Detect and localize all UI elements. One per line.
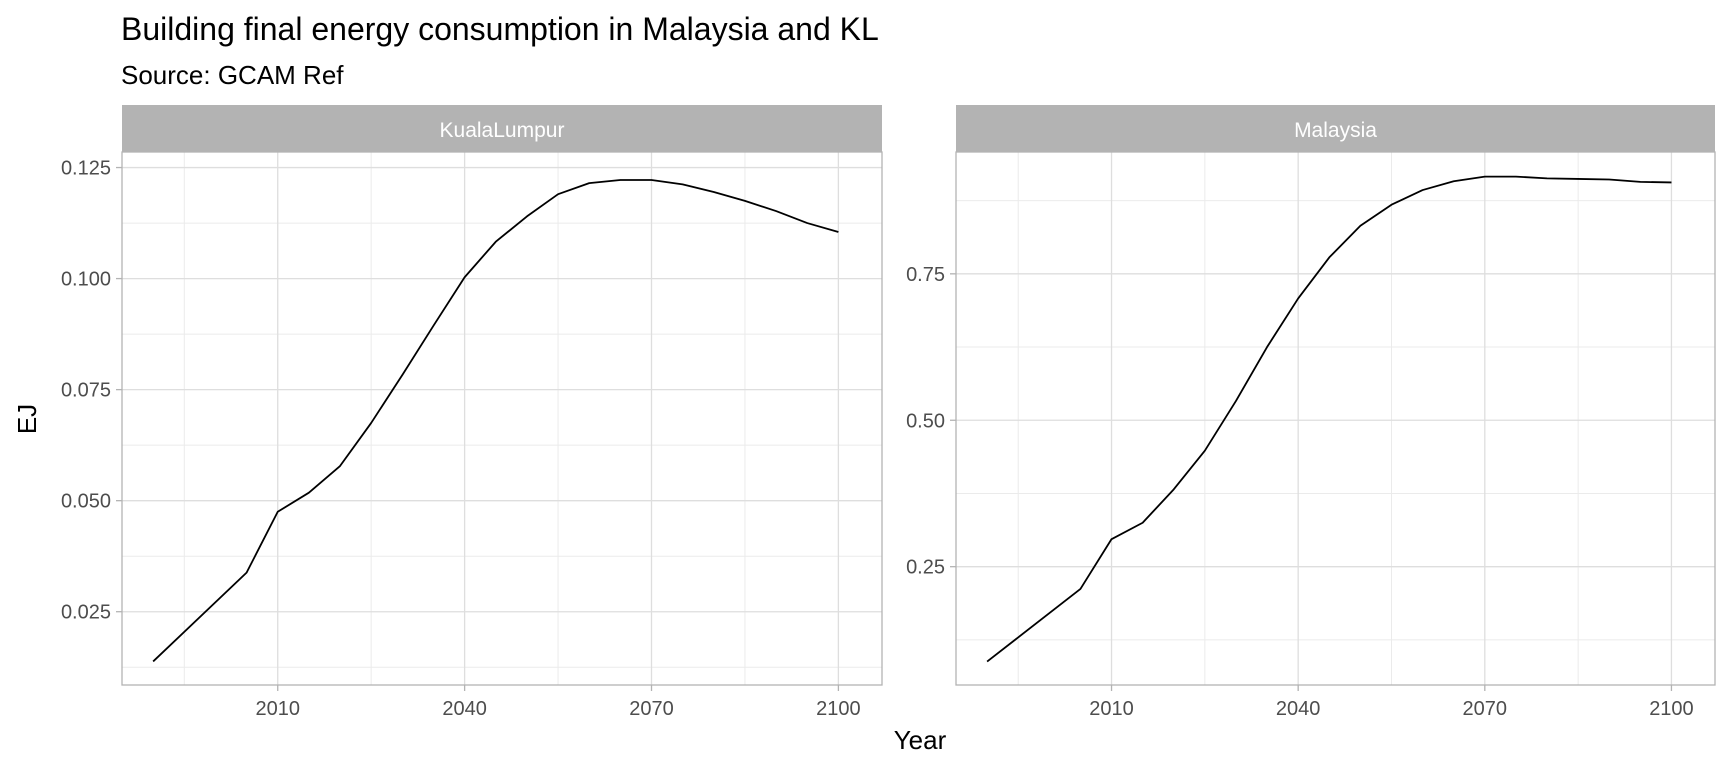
- y-tick-label: 0.25: [906, 557, 945, 579]
- x-tick-label: 2100: [1649, 698, 1694, 720]
- x-tick-label: 2040: [1276, 698, 1321, 720]
- facet-strip-label: KualaLumpur: [440, 119, 565, 142]
- y-tick-label: 0.050: [61, 491, 111, 513]
- panel-kualalumpur: KualaLumpur 2010 2040 2070 2100 0.025 0.050 0.0…: [61, 105, 883, 720]
- x-tick-label: 2040: [442, 698, 487, 720]
- y-tick-label: 0.025: [61, 602, 111, 624]
- facet-strip: [956, 105, 1715, 152]
- x-tick-label: 2010: [1089, 698, 1134, 720]
- panel-border: [121, 151, 883, 686]
- y-tick-label: 0.50: [906, 410, 945, 432]
- x-tick-label: 2010: [255, 698, 300, 720]
- facet-strip-label: Malaysia: [1294, 119, 1377, 142]
- x-tick-label: 2070: [629, 698, 674, 720]
- series-line: [152, 179, 839, 663]
- y-tick-label: 0.100: [61, 269, 111, 291]
- series-line: [986, 175, 1672, 663]
- y-tick-label: 0.075: [61, 380, 111, 402]
- y-tick-label: 0.125: [61, 158, 111, 180]
- y-tick-label: 0.75: [906, 264, 945, 286]
- x-tick-label: 2070: [1463, 698, 1508, 720]
- chart-subtitle: Source: GCAM Ref: [121, 60, 344, 90]
- x-axis-title: Year: [894, 725, 947, 755]
- x-tick-label: 2100: [816, 698, 861, 720]
- panel-border: [955, 151, 1716, 686]
- y-axis-title: EJ: [12, 404, 42, 434]
- chart-title: Building final energy consumption in Mal…: [121, 11, 879, 47]
- panel-malaysia: Malaysia 2010 2040 2070 2100 0.25 0.50 0.75: [906, 105, 1716, 720]
- facet-strip: [122, 105, 882, 152]
